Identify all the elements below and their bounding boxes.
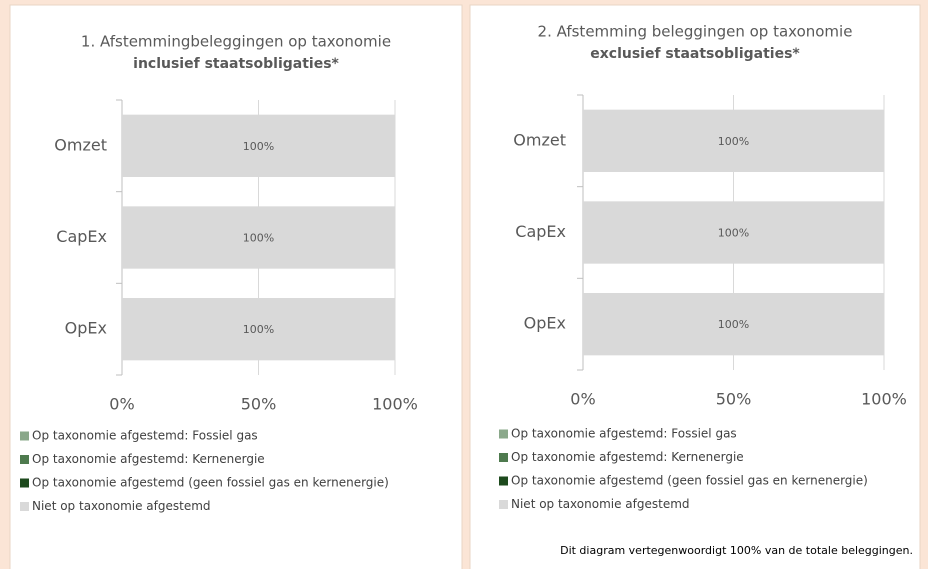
legend-swatch [20, 502, 29, 511]
legend-label: Op taxonomie afgestemd: Fossiel gas [32, 429, 258, 443]
legend-swatch [20, 478, 29, 488]
category-label: CapEx [56, 227, 107, 246]
legend-label: Op taxonomie afgestemd: Kernenergie [511, 450, 744, 464]
value-label: 100% [243, 140, 274, 153]
bar-segment [583, 201, 884, 264]
category-label: Omzet [513, 130, 566, 149]
bar-segment [122, 114, 395, 177]
legend-label: Op taxonomie afgestemd: Kernenergie [32, 452, 265, 466]
legend-swatch [499, 500, 508, 509]
legend-swatch [20, 431, 29, 441]
bar-segment [583, 109, 884, 172]
x-tick-label: 100% [861, 390, 907, 409]
value-label: 100% [718, 318, 749, 331]
value-label: 100% [718, 135, 749, 148]
legend-label: Niet op taxonomie afgestemd [32, 499, 211, 513]
category-label: OpEx [65, 319, 107, 338]
bar-segment [583, 293, 884, 356]
bar-segment [122, 206, 395, 269]
value-label: 100% [243, 232, 274, 245]
x-tick-label: 0% [570, 390, 595, 409]
footnote: Dit diagram vertegenwoordigt 100% van de… [560, 544, 913, 557]
chart-title: 1. Afstemmingbeleggingen op taxonomie [81, 33, 391, 51]
x-tick-label: 0% [109, 395, 134, 414]
x-tick-label: 50% [241, 395, 277, 414]
legend-label: Op taxonomie afgestemd: Fossiel gas [511, 427, 737, 441]
category-label: OpEx [524, 314, 566, 333]
legend-swatch [499, 429, 508, 439]
panel [469, 4, 921, 569]
value-label: 100% [243, 323, 274, 336]
legend-label: Niet op taxonomie afgestemd [511, 497, 690, 511]
x-tick-label: 100% [372, 395, 418, 414]
bar-segment [122, 298, 395, 361]
panel [9, 4, 463, 569]
legend-swatch [499, 476, 508, 486]
chart-subtitle: exclusief staatsobligaties* [590, 46, 800, 62]
legend-swatch [499, 453, 508, 462]
category-label: Omzet [54, 135, 107, 154]
value-label: 100% [718, 227, 749, 240]
legend-label: Op taxonomie afgestemd (geen fossiel gas… [511, 474, 868, 488]
chart-title: 2. Afstemming beleggingen op taxonomie [538, 23, 853, 41]
chart-subtitle: inclusief staatsobligaties* [133, 56, 339, 72]
legend-label: Op taxonomie afgestemd (geen fossiel gas… [32, 476, 389, 490]
x-tick-label: 50% [716, 390, 752, 409]
legend-swatch [20, 455, 29, 464]
category-label: CapEx [515, 222, 566, 241]
